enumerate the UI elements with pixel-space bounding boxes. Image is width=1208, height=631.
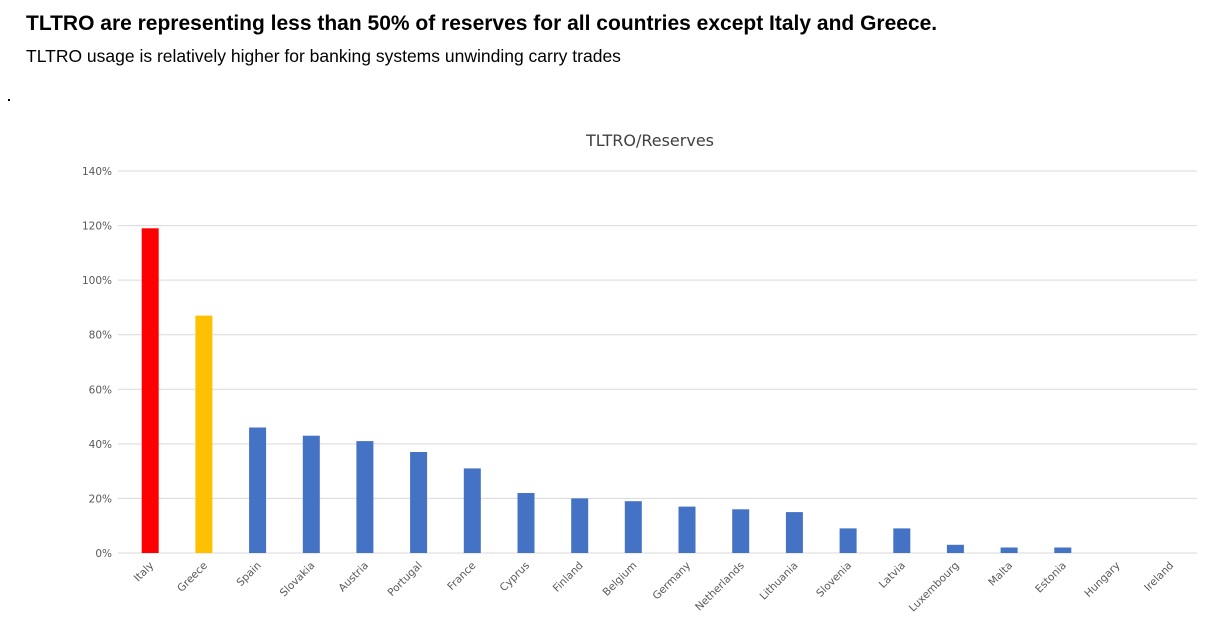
bar-cyprus xyxy=(517,493,535,553)
category-label-netherlands: Netherlands xyxy=(693,560,747,614)
gridlines xyxy=(118,170,1197,554)
category-label-france: France xyxy=(445,560,478,593)
bar-spain xyxy=(249,427,267,553)
y-tick-label: 80% xyxy=(89,330,112,342)
bar-malta xyxy=(1000,547,1018,553)
subheadline: TLTRO usage is relatively higher for ban… xyxy=(26,46,621,66)
bar-luxembourg xyxy=(946,544,964,553)
y-tick-label: 140% xyxy=(82,166,112,178)
category-label-luxembourg: Luxembourg xyxy=(907,560,962,615)
bars xyxy=(141,228,1072,554)
y-tick-label: 120% xyxy=(82,221,112,233)
y-tick-label: 40% xyxy=(89,439,112,451)
y-tick-label: 0% xyxy=(95,548,112,560)
category-label-estonia: Estonia xyxy=(1033,560,1069,596)
bar-greece xyxy=(195,315,213,553)
bar-italy xyxy=(141,228,159,554)
bar-belgium xyxy=(624,501,642,553)
category-label-ireland: Ireland xyxy=(1142,560,1176,594)
bar-latvia xyxy=(893,528,911,553)
bar-finland xyxy=(571,498,589,553)
bar-netherlands xyxy=(732,509,750,553)
category-label-slovakia: Slovakia xyxy=(278,560,318,600)
category-label-portugal: Portugal xyxy=(385,560,424,599)
y-tick-label: 60% xyxy=(89,384,112,396)
y-tick-label: 20% xyxy=(89,493,112,505)
y-tick-label: 100% xyxy=(82,275,112,287)
category-label-belgium: Belgium xyxy=(601,560,640,599)
category-label-finland: Finland xyxy=(551,560,586,595)
x-axis-category-labels: Italy Greece Spain Slovakia Austria Portugal F… xyxy=(132,560,1177,615)
category-label-lithuania: Lithuania xyxy=(758,560,801,603)
category-label-malta: Malta xyxy=(986,560,1015,589)
bar-lithuania xyxy=(785,512,803,553)
category-label-cyprus: Cyprus xyxy=(498,560,532,594)
stray-dot xyxy=(8,99,10,101)
headline: TLTRO are representing less than 50% of … xyxy=(26,12,938,35)
bar-slovakia xyxy=(302,435,320,553)
bar-estonia xyxy=(1054,547,1072,553)
bar-portugal xyxy=(410,452,428,553)
category-label-italy: Italy xyxy=(132,560,157,585)
chart-title: TLTRO/Reserves xyxy=(585,131,714,150)
category-label-hungary: Hungary xyxy=(1082,560,1122,600)
category-label-spain: Spain xyxy=(234,560,263,589)
category-label-germany: Germany xyxy=(651,560,694,603)
category-label-slovenia: Slovenia xyxy=(814,560,854,600)
category-label-greece: Greece xyxy=(175,560,210,595)
bar-slovenia xyxy=(839,528,857,553)
bar-germany xyxy=(678,506,696,553)
y-axis-tick-labels: 0% 20% 40% 60% 80% 100% 120% 140% xyxy=(82,166,112,560)
category-label-latvia: Latvia xyxy=(877,560,908,591)
bar-austria xyxy=(356,441,374,553)
bar-france xyxy=(463,468,481,553)
category-label-austria: Austria xyxy=(336,560,371,595)
